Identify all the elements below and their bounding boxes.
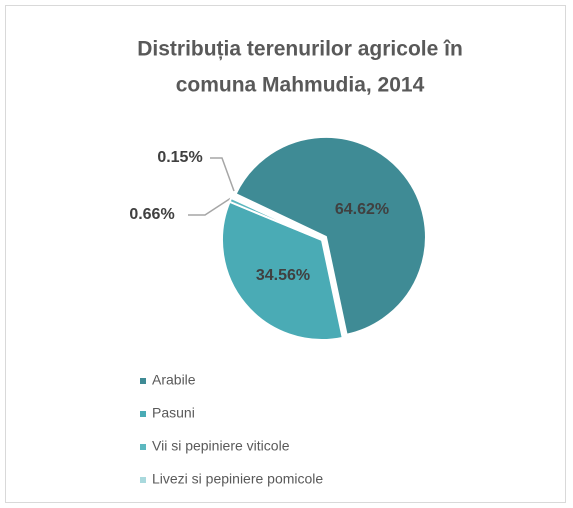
legend-marker xyxy=(140,477,146,483)
legend-marker xyxy=(140,411,146,417)
data-label: 0.15% xyxy=(157,149,202,166)
legend-marker xyxy=(140,378,146,384)
leader-line xyxy=(210,157,235,192)
data-label: 34.56% xyxy=(256,267,310,284)
legend-label: Arabile xyxy=(152,372,196,388)
data-label: 64.62% xyxy=(335,201,389,218)
pie-slice xyxy=(229,195,323,241)
legend-label: Vii si pepiniere viticole xyxy=(152,438,290,454)
legend-label: Pasuni xyxy=(152,405,195,421)
leader-line xyxy=(188,197,232,216)
chart-title: Distribuția terenurilor agricole în xyxy=(137,38,463,61)
pie-slice xyxy=(234,135,427,336)
legend-marker xyxy=(140,444,146,450)
data-label: 0.66% xyxy=(129,206,174,223)
legend-label: Livezi si pepiniere pomicole xyxy=(152,471,323,487)
chart-title: comuna Mahmudia, 2014 xyxy=(176,74,425,97)
